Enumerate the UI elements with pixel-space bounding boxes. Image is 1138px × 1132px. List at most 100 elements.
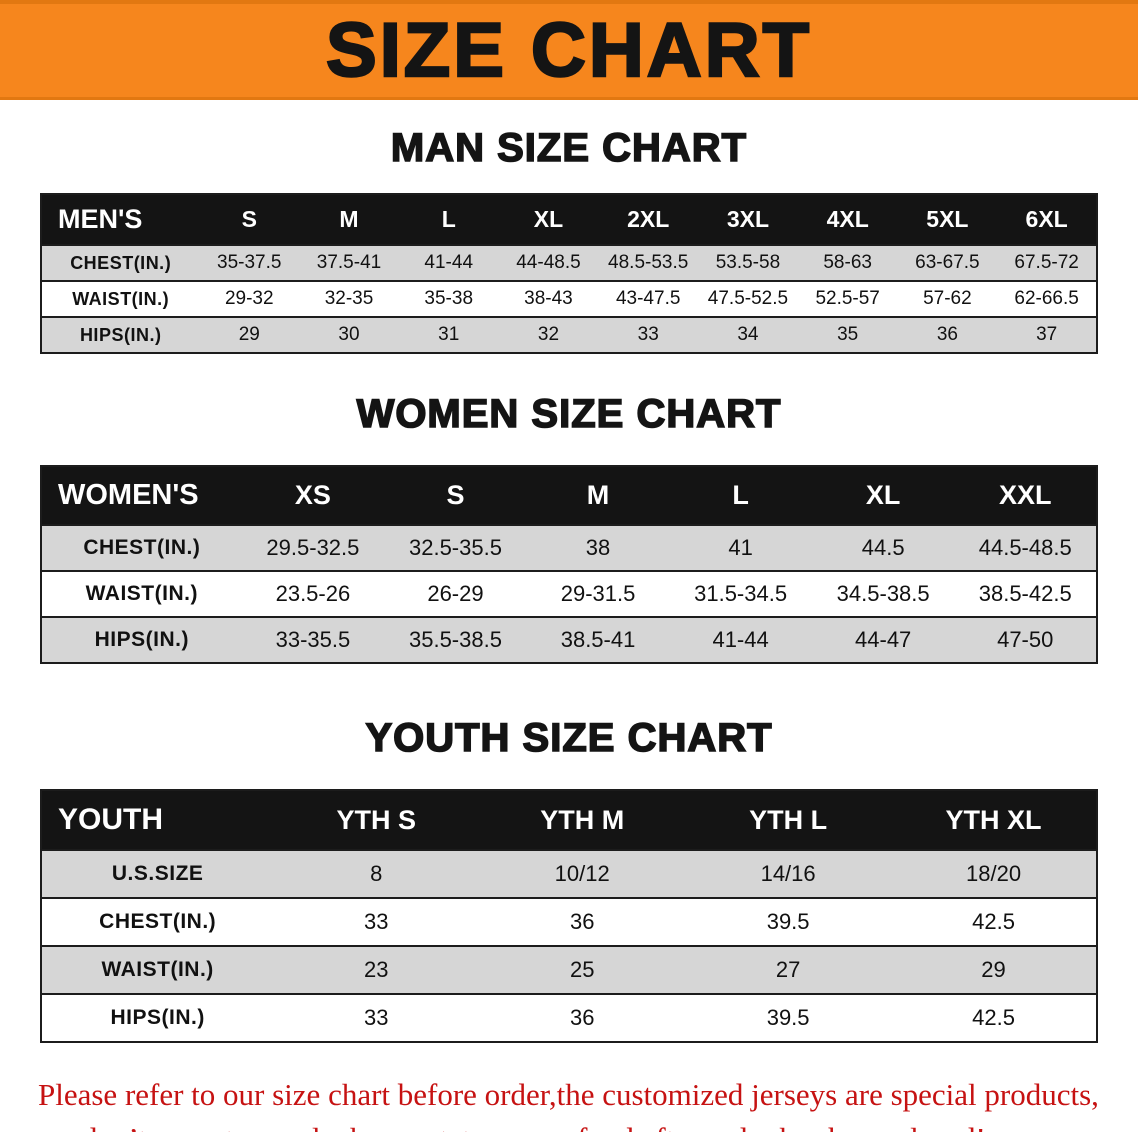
women-size-table: WOMEN'S XS S M L XL XXL CHEST(IN.) 29.5-32.5 32.5… [40, 465, 1098, 664]
youth-size-table: YOUTH YTH S YTH M YTH L YTH XL U.S.SIZE 8 10/12… [40, 789, 1098, 1043]
size-value-cell: 47-50 [997, 627, 1054, 652]
size-value-cell: 38 [585, 535, 611, 560]
size-column-header: L [669, 466, 812, 525]
size-value-cell: 48.5-53.5 [608, 252, 689, 273]
size-value-cell: 32-35 [324, 288, 374, 309]
size-value-cell: 23.5-26 [275, 581, 351, 606]
size-value-cell: 35 [837, 324, 859, 345]
size-column-header: 6XL [997, 194, 1097, 245]
measurement-row: HIPS(IN.) 33-35.5 35.5-38.5 38.5-41 41-44 44-… [41, 617, 1097, 663]
size-value-cell: 44-48.5 [516, 252, 581, 273]
row-label: CHEST(IN.) [83, 536, 201, 559]
size-value-cell: 33 [364, 1005, 389, 1030]
size-value-cell: 62-66.5 [1014, 288, 1079, 309]
size-value-cell: 35-37.5 [217, 252, 282, 273]
size-header-row: MEN'S S M L XL 2XL 3XL 4XL 5XL 6XL [41, 194, 1097, 245]
row-label: HIPS(IN.) [94, 628, 189, 651]
size-column-header: XS [241, 466, 385, 525]
size-value-cell: 29 [238, 324, 260, 345]
size-column-header: 3XL [698, 194, 798, 245]
size-column-header: 4XL [797, 194, 898, 245]
size-value-cell: 36 [569, 909, 595, 934]
size-value-cell: 29-32 [224, 288, 274, 309]
size-value-cell: 23 [364, 957, 389, 982]
size-column-header: XL [498, 194, 599, 245]
size-value-cell: 34 [737, 324, 759, 345]
size-value-cell: 32.5-35.5 [408, 535, 502, 560]
size-value-cell: 67.5-72 [1014, 252, 1079, 273]
men-size-table: MEN'S S M L XL 2XL 3XL 4XL 5XL 6XL CHEST(IN.) 35-37… [40, 193, 1098, 354]
row-label: HIPS(IN.) [110, 1006, 205, 1029]
size-column-header: YTH XL [891, 790, 1097, 850]
size-value-cell: 43-47.5 [615, 288, 681, 309]
measurement-row: WAIST(IN.) 23 25 27 29 [41, 946, 1097, 994]
women-section-heading: WOMEN SIZE CHART [356, 391, 782, 437]
size-value-cell: 29 [981, 957, 1006, 982]
measurement-row: CHEST(IN.) 33 36 39.5 42.5 [41, 898, 1097, 946]
measurement-row: CHEST(IN.) 35-37.5 37.5-41 41-44 44-48.5 48.5… [41, 245, 1097, 281]
size-value-cell: 39.5 [766, 909, 810, 934]
size-value-cell: 14/16 [760, 861, 816, 886]
size-header-row: WOMEN'S XS S M L XL XXL [41, 466, 1097, 525]
size-column-header: S [199, 194, 300, 245]
row-label: WAIST(IN.) [101, 958, 214, 981]
size-value-cell: 44-47 [855, 627, 912, 652]
size-value-cell: 10/12 [554, 861, 610, 886]
size-value-cell: 29-31.5 [560, 581, 636, 606]
table-title-cell: MEN'S [41, 194, 200, 245]
size-column-header: 5XL [897, 194, 998, 245]
row-label: CHEST(IN.) [99, 910, 217, 933]
disclaimer-note: Please refer to our size chart before or… [38, 1073, 1100, 1132]
row-label: WAIST(IN.) [85, 582, 198, 605]
measurement-row: HIPS(IN.) 29 30 31 32 33 34 35 36 37 [41, 317, 1097, 353]
size-value-cell: 27 [775, 957, 801, 982]
disclaimer-line-1: Please refer to our size chart before or… [38, 1077, 1099, 1112]
size-header-row: YOUTH YTH S YTH M YTH L YTH XL [41, 790, 1097, 850]
table-title-cell: YOUTH [41, 790, 274, 850]
size-value-cell: 35-38 [424, 288, 474, 309]
size-value-cell: 33-35.5 [275, 627, 351, 652]
size-value-cell: 57-62 [923, 288, 972, 309]
size-value-cell: 32 [537, 324, 560, 345]
size-value-cell: 42.5 [972, 909, 1015, 934]
size-column-header: YTH S [273, 790, 480, 850]
size-value-cell: 35.5-38.5 [408, 627, 502, 652]
page-title: SIZE CHART [325, 7, 812, 93]
measurement-row: CHEST(IN.) 29.5-32.5 32.5-35.5 38 41 44.5 44.5… [41, 525, 1097, 571]
size-column-header: M [526, 466, 670, 525]
measurement-row: U.S.SIZE 8 10/12 14/16 18/20 [41, 850, 1097, 898]
table-title-cell: WOMEN'S [41, 466, 242, 525]
size-value-cell: 42.5 [972, 1005, 1015, 1030]
size-value-cell: 37 [1036, 324, 1058, 345]
size-chart-banner: SIZE CHART [0, 0, 1138, 100]
youth-section-heading: YOUTH SIZE CHART [365, 715, 773, 761]
size-value-cell: 44.5 [861, 535, 905, 560]
size-value-cell: 18/20 [966, 861, 1022, 886]
size-value-cell: 38.5-42.5 [978, 581, 1072, 606]
disclaimer-line-2: we don’t accept cancel, change, teturn o… [38, 1117, 1100, 1132]
size-value-cell: 29.5-32.5 [266, 535, 360, 560]
size-value-cell: 8 [370, 861, 383, 886]
size-value-cell: 38-43 [524, 288, 573, 309]
size-value-cell: 26-29 [427, 581, 484, 606]
size-value-cell: 33 [364, 909, 389, 934]
size-value-cell: 37.5-41 [316, 252, 382, 273]
size-value-cell: 41-44 [424, 252, 474, 273]
size-value-cell: 63-67.5 [915, 252, 980, 273]
size-column-header: XXL [954, 466, 1097, 525]
size-value-cell: 36 [936, 324, 958, 345]
size-value-cell: 52.5-57 [815, 288, 880, 309]
size-value-cell: 39.5 [766, 1005, 810, 1030]
size-value-cell: 38.5-41 [560, 627, 636, 652]
size-value-cell: 25 [569, 957, 595, 982]
size-column-header: M [299, 194, 399, 245]
size-column-header: L [398, 194, 499, 245]
measurement-row: WAIST(IN.) 23.5-26 26-29 29-31.5 31.5-34.5 34… [41, 571, 1097, 617]
size-column-header: YTH M [479, 790, 686, 850]
size-value-cell: 41 [728, 535, 753, 560]
row-label: HIPS(IN.) [79, 324, 162, 345]
size-column-header: 2XL [598, 194, 699, 245]
size-value-cell: 53.5-58 [715, 252, 781, 273]
size-value-cell: 36 [569, 1005, 595, 1030]
size-value-cell: 31 [438, 324, 460, 345]
